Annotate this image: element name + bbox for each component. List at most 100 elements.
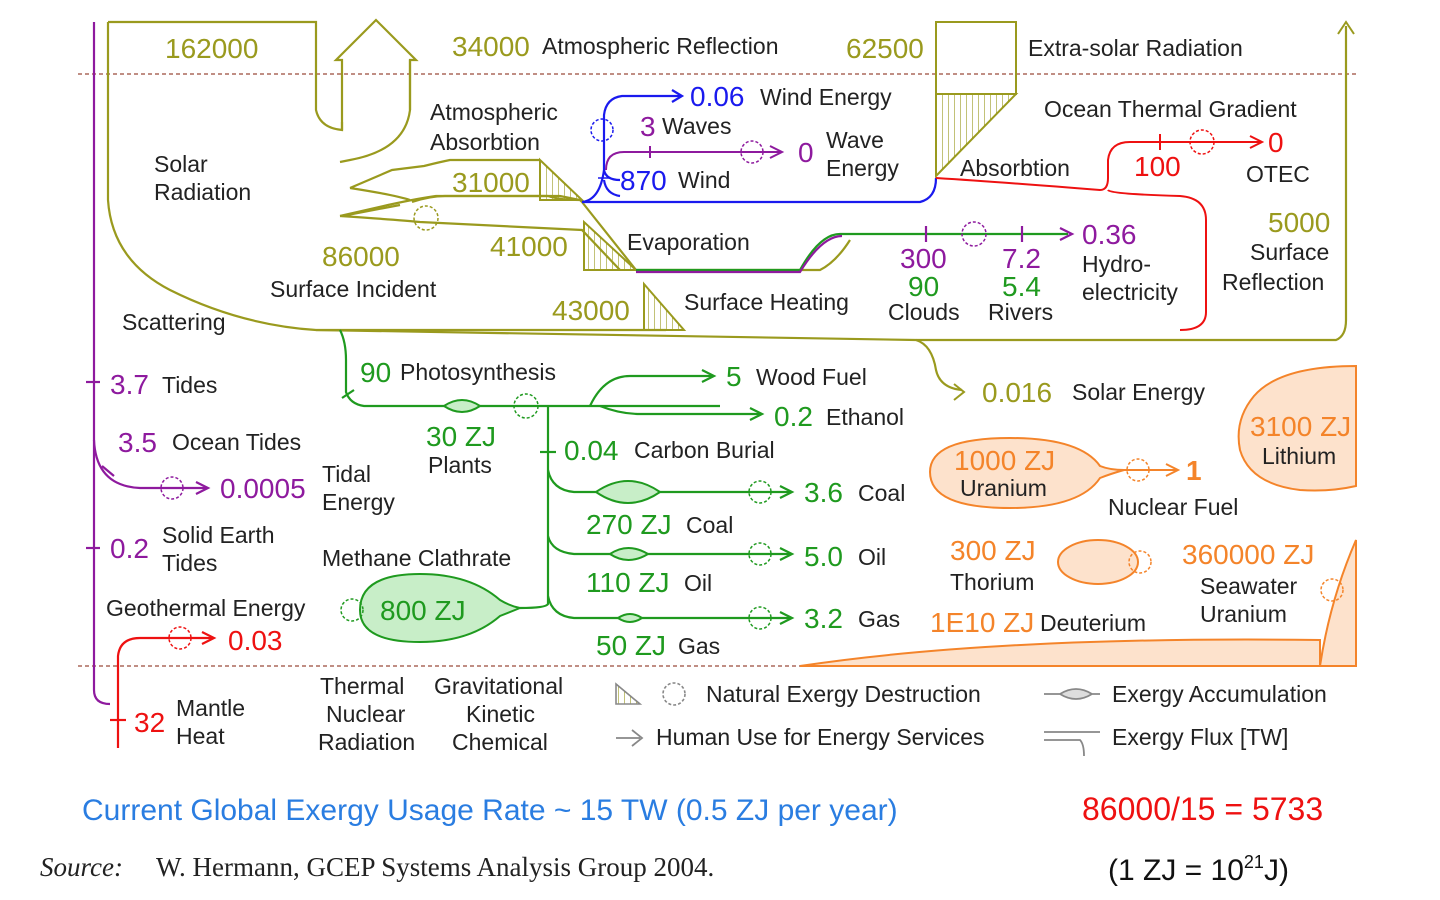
surface-heating-destruction	[643, 281, 687, 331]
surface-reflection-arrowhead	[1337, 20, 1355, 35]
plants-label: Plants	[428, 452, 492, 478]
legend-destruction-triangle-icon	[615, 682, 643, 705]
oil-label: Oil	[858, 544, 886, 570]
waves-flow	[605, 145, 785, 171]
wave-energy-label-2: Energy	[826, 155, 899, 181]
methane-clathrate-blob	[358, 572, 524, 644]
thorium-destruction-circle	[1128, 550, 1152, 574]
clouds-value-2: 90	[908, 271, 939, 302]
nuclear-fuel-value: 1	[1186, 455, 1202, 486]
usage-rate-text: Current Global Exergy Usage Rate ~ 15 TW…	[82, 794, 898, 827]
wave-energy-label-1: Wave	[826, 127, 884, 153]
surface-incident-value: 86000	[322, 241, 400, 272]
coal-destruction-circle	[748, 480, 772, 504]
hydro-value: 0.36	[1082, 219, 1137, 250]
gas-value: 3.2	[804, 603, 843, 634]
seawater-uranium-label-2: Uranium	[1200, 601, 1287, 627]
tides-flow	[86, 22, 211, 706]
wind-energy-label: Wind Energy	[760, 84, 892, 110]
legend-accumulation: Exergy Accumulation	[1112, 681, 1327, 707]
coal-stock-value: 270 ZJ	[586, 509, 672, 540]
scattering-label: Scattering	[122, 309, 226, 335]
zj-suffix: J)	[1264, 854, 1289, 887]
legend-accumulation-icon	[1044, 688, 1100, 700]
otec-value: 0	[1268, 127, 1284, 158]
legend-human-use-arrow-icon	[616, 729, 644, 747]
deuterium-value: 1E10 ZJ	[930, 607, 1034, 638]
rivers-value-1: 7.2	[1002, 243, 1041, 274]
surface-heating-label: Surface Heating	[684, 289, 849, 315]
coal-accumulation	[594, 480, 662, 504]
legend-gravitational: Gravitational	[434, 673, 563, 699]
gas-stock-value: 50 ZJ	[596, 630, 666, 661]
surface-reflection-label-2: Reflection	[1222, 269, 1324, 295]
solid-earth-value: 0.2	[110, 533, 149, 564]
oil-stock-label: Oil	[684, 570, 712, 596]
wave-destruction-circle	[740, 140, 764, 164]
legend-destruction-circle-icon	[662, 682, 686, 706]
solar-energy-label: Solar Energy	[1072, 379, 1205, 405]
oil-value: 5.0	[804, 541, 843, 572]
nuclear-fuel-flow	[1124, 463, 1181, 477]
otec-destruction-circle	[1189, 129, 1215, 155]
atm-absorption-destruction	[539, 157, 585, 201]
lithium-label: Lithium	[1262, 443, 1336, 469]
surface-incident-destruction-circle	[413, 205, 439, 231]
evaporation-destruction	[583, 219, 639, 271]
extra-solar-box	[935, 21, 1017, 95]
thorium-blob	[1057, 539, 1139, 585]
zj-definition: (1 ZJ = 1021J)	[1108, 852, 1289, 887]
methane-clathrate-label: Methane Clathrate	[322, 545, 511, 571]
solar-energy-value: 0.016	[982, 377, 1052, 408]
evaporation-value: 41000	[490, 231, 568, 262]
seawater-destruction-circle	[1320, 578, 1344, 602]
ethanol-label: Ethanol	[826, 404, 904, 430]
uranium-label: Uranium	[960, 475, 1047, 501]
geothermal-label: Geothermal Energy	[106, 595, 306, 621]
rivers-value-2: 5.4	[1002, 271, 1041, 302]
gas-label: Gas	[858, 606, 900, 632]
legend-kinetic: Kinetic	[466, 701, 535, 727]
bio-flow	[339, 329, 795, 625]
hydro-label-2: electricity	[1082, 279, 1178, 305]
tides-value: 3.7	[110, 369, 149, 400]
geothermal-value: 0.03	[228, 625, 283, 656]
legend-natural-destruction: Natural Exergy Destruction	[706, 681, 981, 707]
photosynthesis-label: Photosynthesis	[400, 359, 556, 385]
photosynthesis-value: 90	[360, 357, 391, 388]
deuterium-label: Deuterium	[1040, 610, 1146, 636]
absorption-label: Absorbtion	[960, 155, 1070, 181]
legend-thermal: Thermal	[320, 673, 404, 699]
solid-earth-label-2: Tides	[162, 550, 217, 576]
extra-solar-value: 62500	[846, 33, 924, 64]
ocean-thermal-label: Ocean Thermal Gradient	[1044, 96, 1297, 122]
tides-label: Tides	[162, 372, 217, 398]
waves-label: Waves	[662, 113, 731, 139]
atm-absorption-label-2: Absorbtion	[430, 129, 540, 155]
mantle-label-2: Heat	[176, 723, 225, 749]
solar-flow	[106, 20, 1348, 392]
rivers-label: Rivers	[988, 299, 1053, 325]
methane-destruction-circle	[340, 598, 364, 622]
seawater-uranium-blob	[1318, 539, 1357, 667]
wind-label: Wind	[678, 167, 730, 193]
carbon-burial-label: Carbon Burial	[634, 437, 775, 463]
deuterium-blob	[799, 638, 1321, 667]
tidal-destruction-circle	[160, 476, 184, 500]
hydro-destruction-circle	[961, 221, 987, 247]
wind-destruction-circle	[590, 118, 614, 142]
otec-label: OTEC	[1246, 161, 1310, 187]
source-text: W. Hermann, GCEP Systems Analysis Group …	[156, 852, 714, 882]
seawater-uranium-value: 360000 ZJ	[1182, 539, 1314, 570]
seawater-uranium-label-1: Seawater	[1200, 573, 1298, 599]
atmospheric-reflection-arrow	[333, 18, 419, 130]
atm-absorption-value: 31000	[452, 167, 530, 198]
hydro-flow	[636, 226, 1075, 274]
oil-stock-value: 110 ZJ	[586, 567, 670, 598]
surface-reflection-label-1: Surface	[1250, 239, 1329, 265]
ocean-thermal-flow	[935, 134, 1265, 331]
coal-label: Coal	[858, 480, 905, 506]
ocean-tides-value: 3.5	[118, 427, 157, 458]
tidal-energy-label-2: Energy	[322, 489, 395, 515]
legend-flux: Exergy Flux [TW]	[1112, 724, 1288, 750]
